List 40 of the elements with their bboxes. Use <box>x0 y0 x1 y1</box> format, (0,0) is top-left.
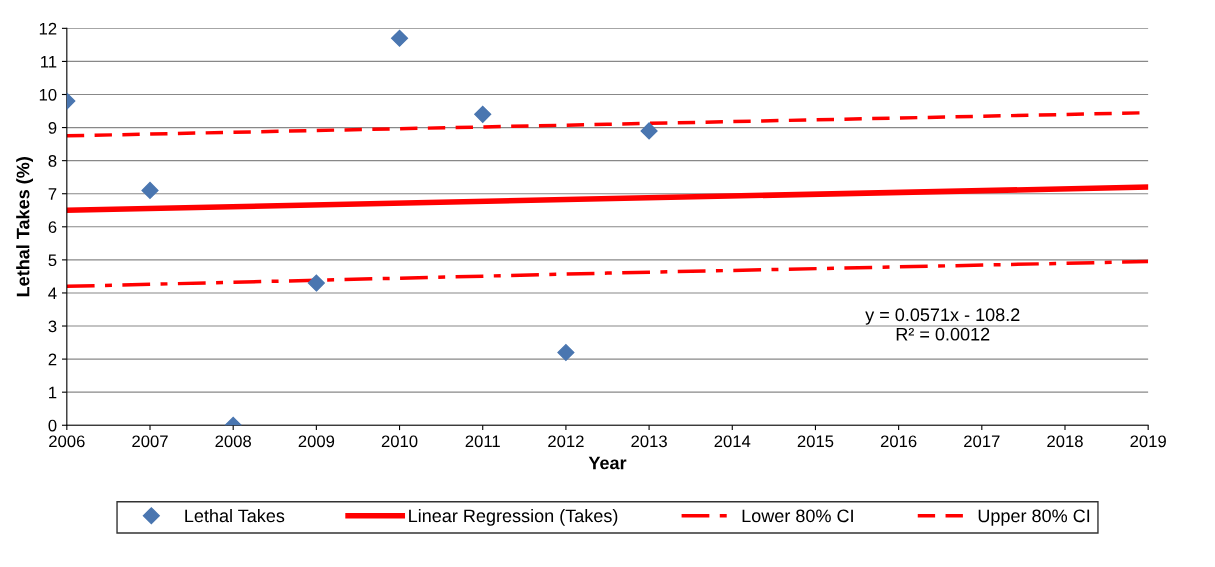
y-tick-label: 11 <box>41 56 57 68</box>
y-tick-label: 2 <box>48 353 57 366</box>
legend-label: Upper 80% CI <box>978 509 1090 526</box>
legend-label: Lethal Takes <box>185 508 285 523</box>
x-tick-label: 2018 <box>1047 435 1083 448</box>
point <box>640 122 658 140</box>
y-tick-label: 8 <box>48 155 57 167</box>
annotation: y = 0.0571x - 108.2 R² = 0.0012 <box>865 308 1020 341</box>
x-tick-label: 2016 <box>880 435 917 448</box>
x-tick-label: 2014 <box>714 435 751 448</box>
y-tick-label: 5 <box>48 254 57 267</box>
x-tick-label: 2009 <box>298 435 335 448</box>
y-tick-label: 7 <box>48 188 57 200</box>
y-tick-label: 3 <box>48 320 57 333</box>
x-tick-label: 2010 <box>381 435 418 448</box>
point <box>141 181 159 199</box>
x-axis-title: Year <box>588 456 627 470</box>
x-tick-label: 2015 <box>797 435 834 448</box>
y-tick-label: 4 <box>48 287 57 299</box>
y-tick-label: 10 <box>39 88 57 101</box>
y-tick-label: 1 <box>49 386 57 399</box>
y-tick-label: 9 <box>48 121 57 134</box>
x-tick-label: 2011 <box>465 435 500 448</box>
legend-label: Lower 80% CI <box>742 509 853 523</box>
y-tick-label: 0 <box>48 419 57 432</box>
point <box>557 343 575 362</box>
y-axis-title: Lethal Takes (%) <box>16 157 34 297</box>
point <box>390 29 409 47</box>
x-tick-label: 2012 <box>548 435 584 448</box>
x-tick-label: 2019 <box>1130 435 1166 448</box>
point <box>307 274 325 292</box>
legend-label: Linear Regression (Takes) <box>409 508 618 526</box>
y-tick-label: 12 <box>39 22 57 35</box>
x-tick-label: 2007 <box>132 435 168 448</box>
x-tick-label: 2017 <box>964 435 1000 448</box>
x-tick-label: 2013 <box>631 435 667 448</box>
x-tick-label: 2006 <box>49 435 85 448</box>
y-tick-label: 6 <box>48 221 57 233</box>
point <box>474 105 492 123</box>
x-tick-label: 2008 <box>215 435 251 448</box>
